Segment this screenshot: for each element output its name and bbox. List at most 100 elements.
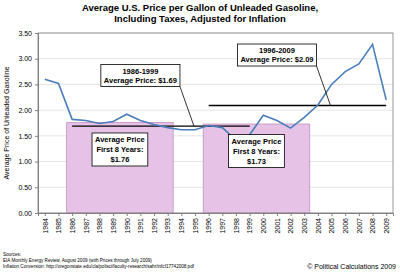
y-tick-mark — [35, 162, 38, 163]
x-tick: 1992 — [151, 213, 158, 234]
first-8-years-band — [203, 124, 310, 213]
x-tick-mark — [154, 213, 155, 216]
average-label-text: Average Price: $2.09 — [240, 55, 313, 64]
x-tick: 2001 — [274, 213, 281, 234]
x-tick-label: 1984 — [42, 218, 49, 234]
plot-frame — [38, 33, 393, 213]
y-tick-mark — [35, 110, 38, 111]
first-8-years-label-text: $1.73 — [247, 157, 266, 166]
y-tick-label: 0.50 — [18, 184, 32, 191]
x-tick-label: 1987 — [83, 218, 90, 234]
y-tick-label: 3.00 — [18, 55, 32, 62]
x-tick-mark — [209, 213, 210, 216]
y-tick: 2.00 — [18, 107, 38, 114]
x-tick-label: 1993 — [164, 218, 171, 234]
x-tick-mark — [332, 213, 333, 216]
marks — [45, 44, 386, 213]
x-tick-mark — [291, 213, 292, 216]
x-tick: 2005 — [328, 213, 335, 234]
first-8-years-label-text: Average Price — [232, 137, 282, 146]
x-tick-mark — [168, 213, 169, 216]
x-tick: 1988 — [96, 213, 103, 234]
grid — [38, 33, 393, 213]
x-tick-mark — [263, 213, 264, 216]
x-tick: 2008 — [369, 213, 376, 234]
x-tick-mark — [99, 213, 100, 216]
x-axis: 1984198519861987198819891990199119921993… — [39, 213, 394, 234]
x-tick-label: 2001 — [274, 218, 281, 234]
y-tick: 0.50 — [18, 184, 38, 191]
y-tick-mark — [35, 187, 38, 188]
x-tick-mark — [236, 213, 237, 216]
average-label-text: 1996-2009 — [259, 46, 295, 55]
x-tick: 1989 — [110, 213, 117, 234]
y-tick: 1.00 — [18, 158, 38, 165]
x-tick-label: 1988 — [96, 218, 103, 234]
y-axis: 0.000.501.001.502.002.503.003.50 — [18, 30, 38, 217]
x-tick-mark — [45, 213, 46, 216]
y-tick: 3.00 — [18, 55, 38, 62]
y-tick: 3.50 — [18, 30, 38, 37]
x-tick-mark — [345, 213, 346, 216]
x-tick: 1984 — [42, 213, 49, 234]
first-8-years-label-text: First 8 Years: — [96, 145, 143, 154]
y-tick-label: 0.00 — [18, 210, 32, 217]
grid-line — [38, 58, 393, 59]
x-tick-label: 1990 — [123, 218, 130, 234]
plot-area — [38, 33, 393, 213]
chart: Average U.S. Price per Gallon of Unleade… — [0, 0, 400, 274]
x-tick-label: 1995 — [192, 218, 199, 234]
x-tick-mark — [140, 213, 141, 216]
y-tick: 1.50 — [18, 133, 38, 140]
x-tick: 1997 — [219, 213, 226, 234]
x-tick: 2009 — [383, 213, 390, 234]
x-tick-label: 2002 — [287, 218, 294, 234]
x-tick-label: 2007 — [356, 218, 363, 234]
y-tick-mark — [35, 136, 38, 137]
y-tick-mark — [35, 213, 38, 214]
x-tick-label: 1989 — [110, 218, 117, 234]
y-tick-mark — [35, 59, 38, 60]
x-tick: 1994 — [178, 213, 185, 234]
title-line: Average U.S. Price per Gallon of Unleade… — [82, 2, 318, 13]
x-tick-label: 2003 — [301, 218, 308, 234]
source: Sources:EIA Monthly Energy Review, Augus… — [3, 252, 195, 269]
x-tick: 1999 — [246, 213, 253, 234]
y-tick-mark — [35, 84, 38, 85]
x-tick-mark — [58, 213, 59, 216]
price-line — [45, 44, 386, 140]
x-tick-label: 2009 — [383, 218, 390, 234]
average-leader — [180, 87, 194, 127]
first-8-years-label-box — [229, 135, 285, 168]
x-tick-mark — [304, 213, 305, 216]
x-tick: 2000 — [260, 213, 267, 234]
y-tick-label: 1.00 — [18, 158, 32, 165]
y-axis-line — [35, 34, 39, 214]
x-tick: 1991 — [137, 213, 144, 234]
first-8-years-label: Average PriceFirst 8 Years:$1.73 — [229, 135, 285, 168]
x-axis-line — [39, 214, 394, 217]
average-line — [209, 105, 386, 106]
x-tick: 1985 — [55, 213, 62, 234]
x-tick-label: 2008 — [369, 218, 376, 234]
x-tick-label: 2004 — [315, 218, 322, 234]
x-tick-mark — [277, 213, 278, 216]
y-tick-label: 3.50 — [18, 30, 32, 37]
x-tick-label: 1997 — [219, 218, 226, 234]
average-label-text: Average Price: $1.69 — [104, 76, 177, 85]
average-leader — [316, 66, 330, 106]
source-line: Sources: — [3, 252, 21, 257]
x-tick: 1998 — [233, 213, 240, 234]
x-tick-label: 1985 — [55, 218, 62, 234]
first-8-years-label: Average PriceFirst 8 Years:$1.76 — [92, 133, 148, 166]
credit: © Political Calculations 2009 — [307, 263, 396, 270]
average-label-box — [101, 65, 180, 87]
y-tick-mark — [35, 33, 38, 34]
x-tick-label: 2000 — [260, 218, 267, 234]
x-tick-mark — [373, 213, 374, 216]
x-tick-label: 2006 — [342, 218, 349, 234]
x-tick-label: 1999 — [246, 218, 253, 234]
grid-line — [38, 110, 393, 111]
x-tick-mark — [222, 213, 223, 216]
average-label: 1986-1999Average Price: $1.69 — [101, 65, 180, 87]
